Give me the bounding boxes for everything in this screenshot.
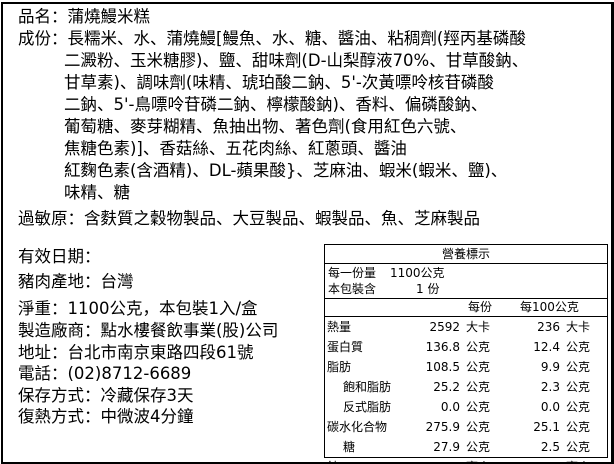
nutrient-name: 鈉: [325, 457, 415, 464]
nutrient-name: 熱量: [327, 320, 352, 334]
nutrient-name: 脂肪: [327, 360, 352, 374]
nutrient-row: 糖 27.9 公克 2.5 公克: [325, 437, 607, 457]
per-100g-unit: 毫克: [560, 457, 607, 464]
info-line: 製造廠商：點水樓餐飲事業(股)公司: [18, 321, 279, 340]
per-serving-value: 275.9: [425, 420, 460, 434]
per-100g-unit: 大卡: [566, 320, 591, 334]
per-serving-unit: 公克: [466, 380, 491, 394]
per-serving-value: 0.0: [440, 400, 460, 414]
per-serving-unit: 公克: [466, 360, 491, 374]
nutrient-name: 蛋白質: [327, 340, 364, 354]
product-name: 品名：蒲燒鰻米糕: [18, 7, 150, 26]
per-100g-unit: 公克: [566, 380, 591, 394]
per-serving-value: 2592: [429, 320, 460, 334]
nutrient-name: 反式脂肪: [343, 400, 392, 414]
info-line: 電話：(02)8712-6689: [18, 364, 192, 383]
per-100g-unit: 公克: [566, 420, 591, 434]
serving-value: 1100公克: [390, 266, 445, 280]
nutrient-row: 鈉3032毫克276毫克: [325, 457, 607, 464]
nutrient-name: 飽和脂肪: [343, 380, 392, 394]
per-100g-value: 9.9: [540, 360, 560, 374]
per-100g-unit: 公克: [566, 440, 591, 454]
col-per-100g: 每100公克: [502, 299, 607, 317]
per-100g-value: 12.4: [533, 340, 560, 354]
per-serving-unit: 公克: [466, 420, 491, 434]
info-line: 有效日期：: [18, 247, 101, 266]
per-serving-unit: 毫克: [460, 457, 502, 464]
allergen: 過敏原：含麩質之穀物製品、大豆製品、蝦製品、魚、芝麻製品: [18, 209, 480, 228]
nutrition-title: 營養標示: [325, 245, 607, 264]
ingredients-line: 二澱粉、玉米糖膠)、鹽、甜味劑(D-山梨醇液70%、甘草酸鈉、: [64, 51, 529, 70]
nutrient-row: 熱量 2592 大卡 236 大卡: [325, 317, 607, 338]
nutrient-name: 糖: [343, 440, 356, 454]
servings-value: 1 份: [416, 282, 440, 296]
ingredients-line: 葡萄糖、麥芽糊精、魚抽出物、著色劑(食用紅色六號、: [64, 117, 467, 136]
per-100g-value: 0.0: [540, 400, 560, 414]
per-serving-unit: 公克: [466, 340, 491, 354]
ingredients-line: 甘草素)、調味劑(味精、琥珀酸二鈉、5'-次黃嘌呤核苷磷酸: [64, 73, 494, 92]
nutrient-row: 碳水化合物 275.9 公克 25.1 公克: [325, 417, 607, 437]
nutrient-row: 脂肪 108.5 公克 9.9 公克: [325, 357, 607, 377]
info-line: 地址：台北市南京東路四段61號: [18, 343, 254, 362]
per-serving-value: 108.5: [425, 360, 460, 374]
per-serving-unit: 公克: [466, 400, 491, 414]
nutrient-row: 蛋白質 136.8 公克 12.4 公克: [325, 337, 607, 357]
per-100g-value: 276: [502, 457, 560, 464]
per-100g-value: 2.5: [540, 440, 560, 454]
info-line: 復熱方式：中微波4分鐘: [18, 407, 194, 426]
nutrient-row: 飽和脂肪 25.2 公克 2.3 公克: [325, 377, 607, 397]
serving-label: 每一份量: [328, 266, 377, 280]
serving-info: 每一份量 1100公克 本包裝含 1 份: [325, 264, 607, 299]
per-100g-value: 25.1: [533, 420, 560, 434]
per-100g-unit: 公克: [566, 360, 591, 374]
ingredients-line: 二鈉、5'-鳥嘌呤苷磷二鈉、檸檬酸鈉)、香料、偏磷酸鈉、: [64, 95, 488, 114]
per-serving-value: 136.8: [425, 340, 460, 354]
ingredients-line: 焦糖色素)]、香菇絲、五花肉絲、紅蔥頭、醬油: [64, 139, 407, 158]
per-serving-value: 25.2: [433, 380, 460, 394]
ingredients-line: 紅麴色素(含酒精)、DL-蘋果酸}、芝麻油、蝦米(蝦米、鹽)、: [64, 161, 508, 180]
nutrition-facts: 每份 每100公克 熱量 2592 大卡 236 大卡 蛋白質 136.8 公克 12.4 公克脂…: [325, 299, 607, 464]
per-100g-value: 236: [537, 320, 560, 334]
nutrient-row: 反式脂肪 0.0 公克 0.0 公克: [325, 397, 607, 417]
info-line: 保存方式：冷藏保存3天: [18, 386, 194, 405]
ingredients-line: 味精、糖: [64, 183, 130, 202]
per-serving-value: 3032: [415, 457, 460, 464]
per-100g-value: 2.3: [540, 380, 560, 394]
nutrient-name: 碳水化合物: [327, 420, 388, 434]
col-per-serving: 每份: [460, 299, 502, 317]
info-line: 豬肉產地：台灣: [18, 272, 134, 291]
per-serving-unit: 大卡: [466, 320, 491, 334]
per-serving-value: 27.9: [433, 440, 460, 454]
per-100g-unit: 公克: [566, 400, 591, 414]
nutrition-header-row: 每份 每100公克: [325, 299, 607, 317]
nutrition-table: 營養標示 每一份量 1100公克 本包裝含 1 份 每份 每100公克 熱量 2592…: [324, 244, 608, 464]
per-100g-unit: 公克: [566, 340, 591, 354]
ingredients-line: 成份：長糯米、水、蒲燒鰻[鰻魚、水、糖、醬油、粘稠劑(羥丙基磷酸: [18, 29, 526, 48]
servings-label: 本包裝含: [328, 282, 377, 296]
per-serving-unit: 公克: [466, 440, 491, 454]
info-line: 淨重：1100公克，本包裝1入/盒: [18, 299, 258, 318]
